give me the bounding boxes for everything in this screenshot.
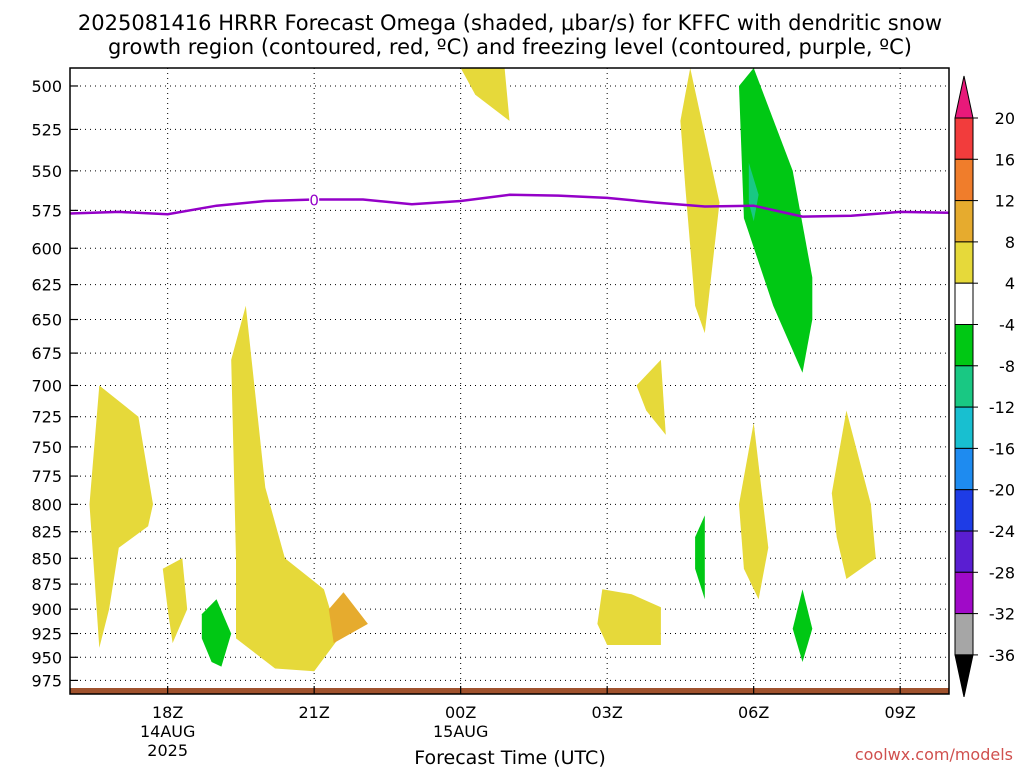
y-tick-label: 750 — [31, 438, 62, 457]
x-tick-label: 03Z — [592, 703, 623, 722]
ground-surface — [70, 688, 949, 694]
chart-title-line2: growth region (contoured, red, ºC) and f… — [108, 35, 912, 59]
colorbar-top-arrow — [954, 75, 974, 119]
colorbar-label: -16 — [989, 439, 1015, 458]
omega-region — [162, 558, 188, 644]
y-tick-label: 975 — [31, 671, 62, 690]
colorbar-label: -36 — [989, 646, 1015, 665]
y-tick-label: 725 — [31, 408, 62, 427]
y-tick-label: 775 — [31, 467, 62, 486]
freezing-level: 0 — [70, 191, 949, 218]
x-tick-label: 21Z — [299, 703, 330, 722]
colorbar-swatch — [954, 571, 974, 615]
colorbar-swatch — [954, 530, 974, 573]
y-tick-label: 800 — [31, 495, 62, 514]
colorbar-label: 16 — [995, 150, 1015, 169]
omega-region — [636, 359, 666, 435]
colorbar-label: 20 — [995, 109, 1015, 128]
chart-title-line1: 2025081416 HRRR Forecast Omega (shaded, … — [78, 11, 942, 35]
colorbar-swatch — [954, 406, 974, 449]
colorbar-bottom-arrow — [954, 654, 974, 698]
y-tick-label: 900 — [31, 600, 62, 619]
y-tick-label: 650 — [31, 311, 62, 330]
credit: coolwx.com/models — [855, 745, 1013, 764]
y-tick-label: 600 — [31, 239, 62, 258]
omega-region — [680, 68, 720, 334]
colorbar-label: -4 — [999, 316, 1015, 335]
x-tick-date: 14AUG — [140, 722, 195, 741]
y-tick-label: 625 — [31, 276, 62, 295]
omega-region — [201, 599, 232, 667]
omega-region — [792, 589, 813, 662]
colorbar-label: -12 — [989, 398, 1015, 417]
colorbar-swatch — [954, 324, 974, 367]
x-tick-date: 15AUG — [433, 722, 488, 741]
freezing-level-line — [70, 193, 949, 218]
colorbar-swatch — [954, 613, 974, 656]
omega-region — [231, 305, 339, 672]
x-tick-year: 2025 — [147, 741, 188, 760]
plot-frame — [69, 67, 950, 695]
colorbar-swatch — [954, 447, 974, 491]
colorbar-label: -28 — [989, 563, 1015, 582]
colorbar-label: -8 — [999, 357, 1015, 376]
x-tick-label: 00Z — [445, 703, 476, 722]
colorbar-swatch — [954, 117, 974, 160]
colorbar-swatch — [954, 200, 974, 243]
colorbar-label: 4 — [1005, 274, 1015, 293]
y-tick-label: 575 — [31, 201, 62, 220]
colorbar: 20 16 12 8 4 -4 -8 -12 -16 -20 -24 -28 -32 -36 — [954, 75, 1015, 698]
y-tick-label: 675 — [31, 344, 62, 363]
colorbar-label: -20 — [989, 481, 1015, 500]
y-tick-label: 525 — [31, 120, 62, 139]
y-tick-label: 925 — [31, 625, 62, 644]
y-axis: 500 525 550 575 600 625 650 675 700 725 750 775 800 8… — [31, 77, 78, 690]
colorbar-swatch — [954, 365, 974, 408]
colorbar-label: 8 — [1005, 233, 1015, 252]
colorbar-label: -32 — [989, 605, 1015, 624]
colorbar-swatch — [954, 489, 974, 532]
y-tick-label: 500 — [31, 77, 62, 96]
colorbar-label: 12 — [995, 192, 1015, 211]
freezing-level-label-bg — [309, 191, 320, 208]
x-tick-label: 09Z — [885, 703, 916, 722]
omega-region — [89, 385, 153, 648]
y-tick-label: 875 — [31, 575, 62, 594]
omega-region — [739, 422, 769, 600]
x-tick-label: 18Z — [152, 703, 183, 722]
y-tick-label: 850 — [31, 549, 62, 568]
y-tick-label: 950 — [31, 648, 62, 667]
y-tick-label: 700 — [31, 376, 62, 395]
omega-region — [695, 515, 705, 600]
y-tick-label: 825 — [31, 523, 62, 542]
omega-shading — [89, 68, 876, 672]
omega-region — [739, 68, 813, 373]
colorbar-swatch — [954, 158, 974, 202]
omega-region — [460, 68, 510, 121]
omega-region — [597, 589, 661, 645]
grid — [70, 68, 949, 694]
omega-region — [831, 410, 876, 579]
freezing-level-label: 0 — [309, 191, 319, 209]
y-tick-label: 550 — [31, 162, 62, 181]
x-axis-label: Forecast Time (UTC) — [414, 747, 605, 768]
x-tick-label: 06Z — [738, 703, 769, 722]
colorbar-swatch — [954, 241, 974, 284]
colorbar-swatch — [954, 282, 974, 326]
omega-region — [328, 592, 368, 644]
colorbar-label: -24 — [989, 522, 1015, 541]
